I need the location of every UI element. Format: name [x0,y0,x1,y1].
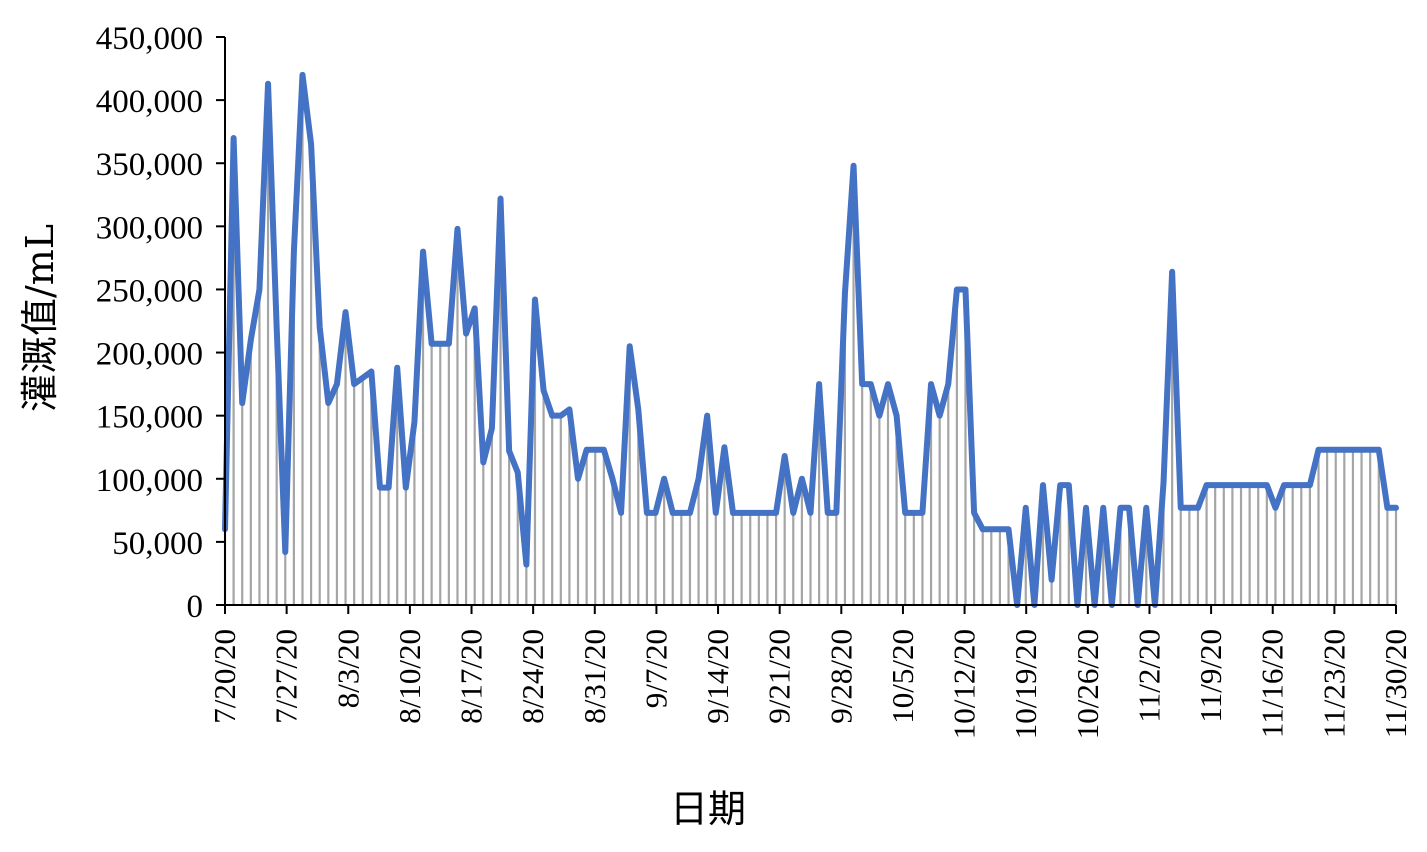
x-tick-label: 9/28/20 [823,629,858,724]
y-tick-label: 100,000 [96,463,203,499]
x-tick-label: 10/19/20 [1008,629,1043,739]
x-tick-label: 11/30/20 [1378,629,1413,738]
x-tick-label: 9/21/20 [762,629,797,724]
y-axis-title: 灌溉值/mL [18,224,62,412]
x-tick-label: 11/2/20 [1131,629,1166,723]
x-tick-label: 10/12/20 [947,629,982,739]
drop-lines [223,74,1398,605]
x-tick-label: 11/23/20 [1316,629,1351,738]
x-tick-label: 8/10/20 [392,629,427,724]
x-tick-label: 8/3/20 [330,629,365,708]
x-tick-label: 10/5/20 [885,629,920,724]
x-tick-label: 11/16/20 [1255,629,1290,738]
x-tick-label: 7/20/20 [207,629,242,724]
series-line-group [222,71,1399,608]
x-tick-label: 11/9/20 [1193,629,1228,723]
y-tick-label: 200,000 [96,337,203,373]
y-tick-label: 0 [187,589,204,625]
x-tick-label: 8/31/20 [577,629,612,724]
y-tick-label: 300,000 [96,210,203,246]
x-tick-labels: 7/20/20 7/27/20 8/3/20 8/10/20 8/17/20 8/24/2… [207,629,1413,739]
y-tick-label: 350,000 [96,147,203,183]
x-tick-label: 7/27/20 [269,629,304,724]
y-tick-label: 450,000 [96,21,203,57]
x-tick-label: 9/7/20 [638,629,673,708]
axes [216,36,1397,614]
y-tick-label: 150,000 [96,400,203,436]
y-tick-labels: 0 50,000 100,000 150,000 200,000 250,000 300,0… [96,21,203,625]
x-axis-title: 日期 [670,787,746,831]
y-tick-label: 250,000 [96,273,203,309]
y-tick-label: 50,000 [112,526,203,562]
x-tick-label: 10/26/20 [1070,629,1105,739]
x-tick-label: 8/17/20 [454,629,489,724]
y-tick-label: 400,000 [96,84,203,120]
x-tick-label: 8/24/20 [515,629,550,724]
x-tick-label: 9/14/20 [700,629,735,724]
